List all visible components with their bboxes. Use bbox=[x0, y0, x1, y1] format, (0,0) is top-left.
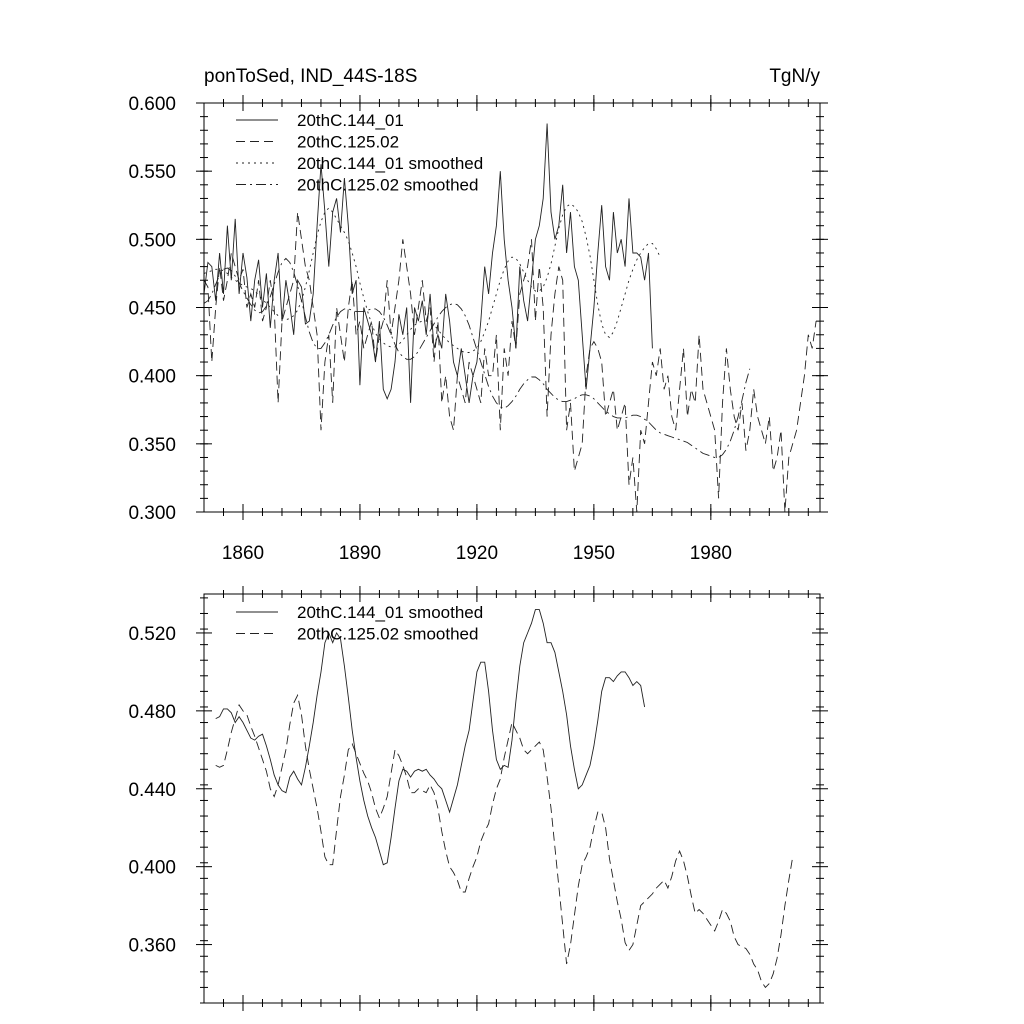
bottom-series-group bbox=[215, 609, 794, 989]
x-tick-label: 1980 bbox=[690, 543, 732, 564]
y-tick-label: 0.350 bbox=[128, 435, 176, 456]
legend-label: 20thC.144_01 bbox=[297, 111, 404, 130]
y-tick-label: 0.450 bbox=[128, 299, 176, 320]
legend-label: 20thC.144_01 smoothed bbox=[297, 154, 483, 173]
x-tick-label: 1860 bbox=[222, 543, 264, 564]
legend-label: 20thC.125.02 smoothed bbox=[297, 625, 478, 644]
top-series-group bbox=[203, 123, 817, 513]
x-tick-label: 1920 bbox=[456, 543, 498, 564]
y-tick-label: 0.480 bbox=[128, 702, 176, 723]
top-title-right: TgN/y bbox=[769, 66, 820, 87]
y-tick-label: 0.440 bbox=[128, 780, 176, 801]
bottom-legend: 20thC.144_01 smoothed 20thC.125.02 smooth… bbox=[236, 603, 483, 644]
y-tick-label: 0.550 bbox=[128, 162, 176, 183]
bottom-plot-frame bbox=[203, 593, 821, 1004]
series-line-20thc-144-01-smoothed bbox=[215, 609, 646, 866]
y-tick-label: 0.360 bbox=[128, 936, 176, 957]
legend-label: 20thC.144_01 smoothed bbox=[297, 603, 483, 622]
legend-label: 20thC.125.02 bbox=[297, 133, 399, 152]
series-line-20thc-125-02-smoothed bbox=[215, 693, 794, 989]
top-legend: 20thC.144_01 20thC.125.02 20thC.144_01 smo… bbox=[236, 111, 483, 195]
bottom-panel: 0.360 0.400 0.440 0.480 0.520 20thC.144_01 s… bbox=[128, 586, 828, 1011]
legend-label: 20thC.125.02 smoothed bbox=[297, 176, 478, 195]
x-tick-label: 1890 bbox=[339, 543, 381, 564]
top-panel: ponToSed, IND_44S-18S TgN/y 0.300 0.350 0.… bbox=[128, 66, 828, 564]
top-plot-frame bbox=[203, 102, 821, 513]
series-line-20thc-125-02-smoothed bbox=[203, 257, 751, 458]
y-tick-label: 0.500 bbox=[128, 230, 176, 251]
y-tick-label: 0.520 bbox=[128, 624, 176, 645]
series-line-20thc-125-02 bbox=[203, 212, 817, 513]
series-line-20thc-144-01-smoothed bbox=[203, 203, 661, 353]
y-tick-label: 0.600 bbox=[128, 94, 176, 115]
x-tick-label: 1950 bbox=[573, 543, 615, 564]
y-tick-label: 0.400 bbox=[128, 367, 176, 388]
top-title-left: ponToSed, IND_44S-18S bbox=[204, 66, 417, 87]
y-tick-label: 0.300 bbox=[128, 503, 176, 524]
bottom-axis-ticks: 0.360 0.400 0.440 0.480 0.520 bbox=[128, 586, 828, 1011]
y-tick-label: 0.400 bbox=[128, 858, 176, 879]
